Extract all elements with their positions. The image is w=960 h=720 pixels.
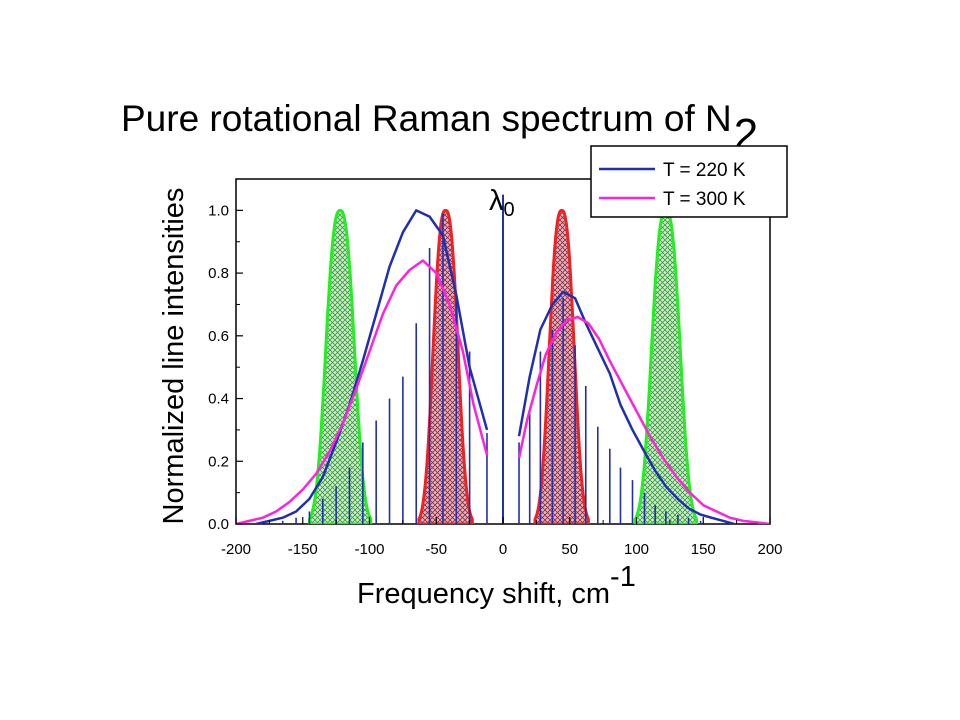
- series-line-0-left: [255, 209, 489, 524]
- legend-label-300k: T = 300 K: [663, 189, 746, 210]
- y-tick-label: 0.4: [208, 391, 229, 408]
- x-tick-label: -100: [354, 541, 384, 558]
- chart-title: Pure rotational Raman spectrum of N2: [121, 98, 758, 160]
- y-axis-label: Normalized line intensities: [158, 188, 190, 525]
- x-tick-label: -200: [221, 541, 251, 558]
- legend: T = 220 K T = 300 K: [590, 145, 788, 218]
- series-line-1-left: [236, 259, 489, 524]
- x-tick-label: -50: [425, 541, 447, 558]
- x-tick-label: 200: [757, 541, 782, 558]
- x-axis-label-superscript: -1: [610, 561, 636, 593]
- x-tick-label: 100: [624, 541, 649, 558]
- lambda-subscript: 0: [504, 199, 515, 221]
- x-tick-label: 50: [561, 541, 578, 558]
- x-axis-label-text: Frequency shift, cm: [357, 578, 610, 610]
- chart-title-text: Pure rotational Raman spectrum of N: [121, 98, 732, 139]
- x-tick-label: 0: [499, 541, 507, 558]
- y-tick-label: 0.6: [208, 328, 229, 345]
- axes-layer: -200 -150 -100 -50 0 50 100 150 200 0.0 0.2 0.4 0.6 0…: [208, 178, 783, 558]
- y-tick-label: 1.0: [208, 202, 229, 219]
- lambda-zero-annotation: λ0: [489, 185, 515, 221]
- x-tick-label: -150: [288, 541, 318, 558]
- x-tick-label: 150: [691, 541, 716, 558]
- series-layer: [236, 209, 770, 524]
- legend-label-220k: T = 220 K: [663, 160, 746, 181]
- series-line-0-right: [517, 290, 735, 524]
- legend-box: [590, 145, 788, 218]
- y-tick-label: 0.0: [208, 516, 229, 533]
- filter-band-1: [417, 208, 474, 524]
- series-line-1-right: [517, 315, 770, 524]
- y-tick-label: 0.8: [208, 265, 229, 282]
- y-tick-label: 0.2: [208, 453, 229, 470]
- lambda-symbol: λ: [489, 185, 504, 217]
- x-axis-label: Frequency shift, cm-1: [357, 561, 636, 610]
- filter-band-3: [633, 208, 699, 524]
